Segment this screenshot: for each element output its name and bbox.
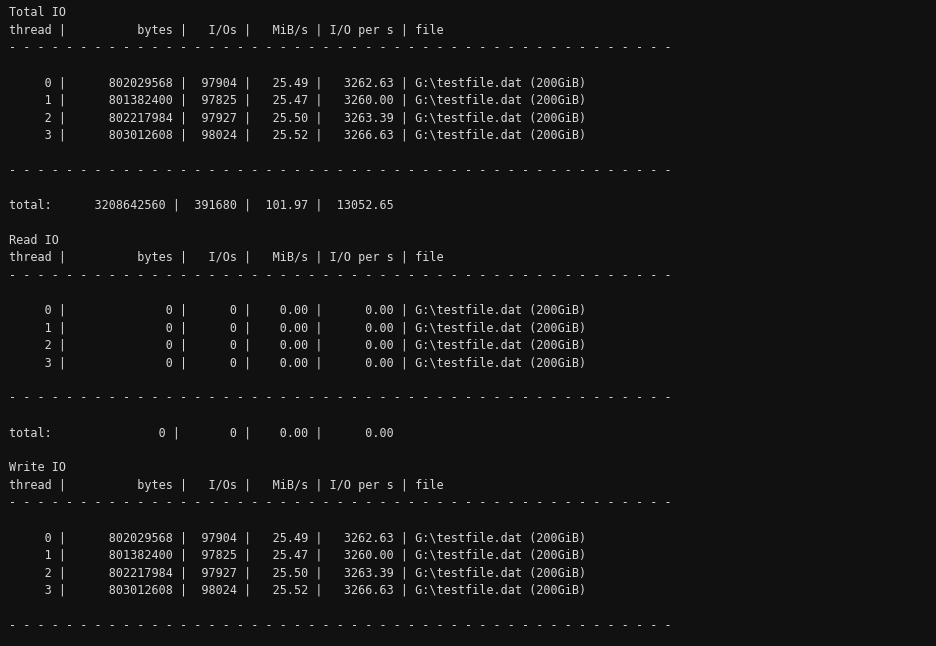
Text: Total IO
thread |          bytes |   I/Os |   MiB/s | I/O per s | file
- - - - -: Total IO thread | bytes | I/Os | MiB/s |… (9, 6, 672, 646)
